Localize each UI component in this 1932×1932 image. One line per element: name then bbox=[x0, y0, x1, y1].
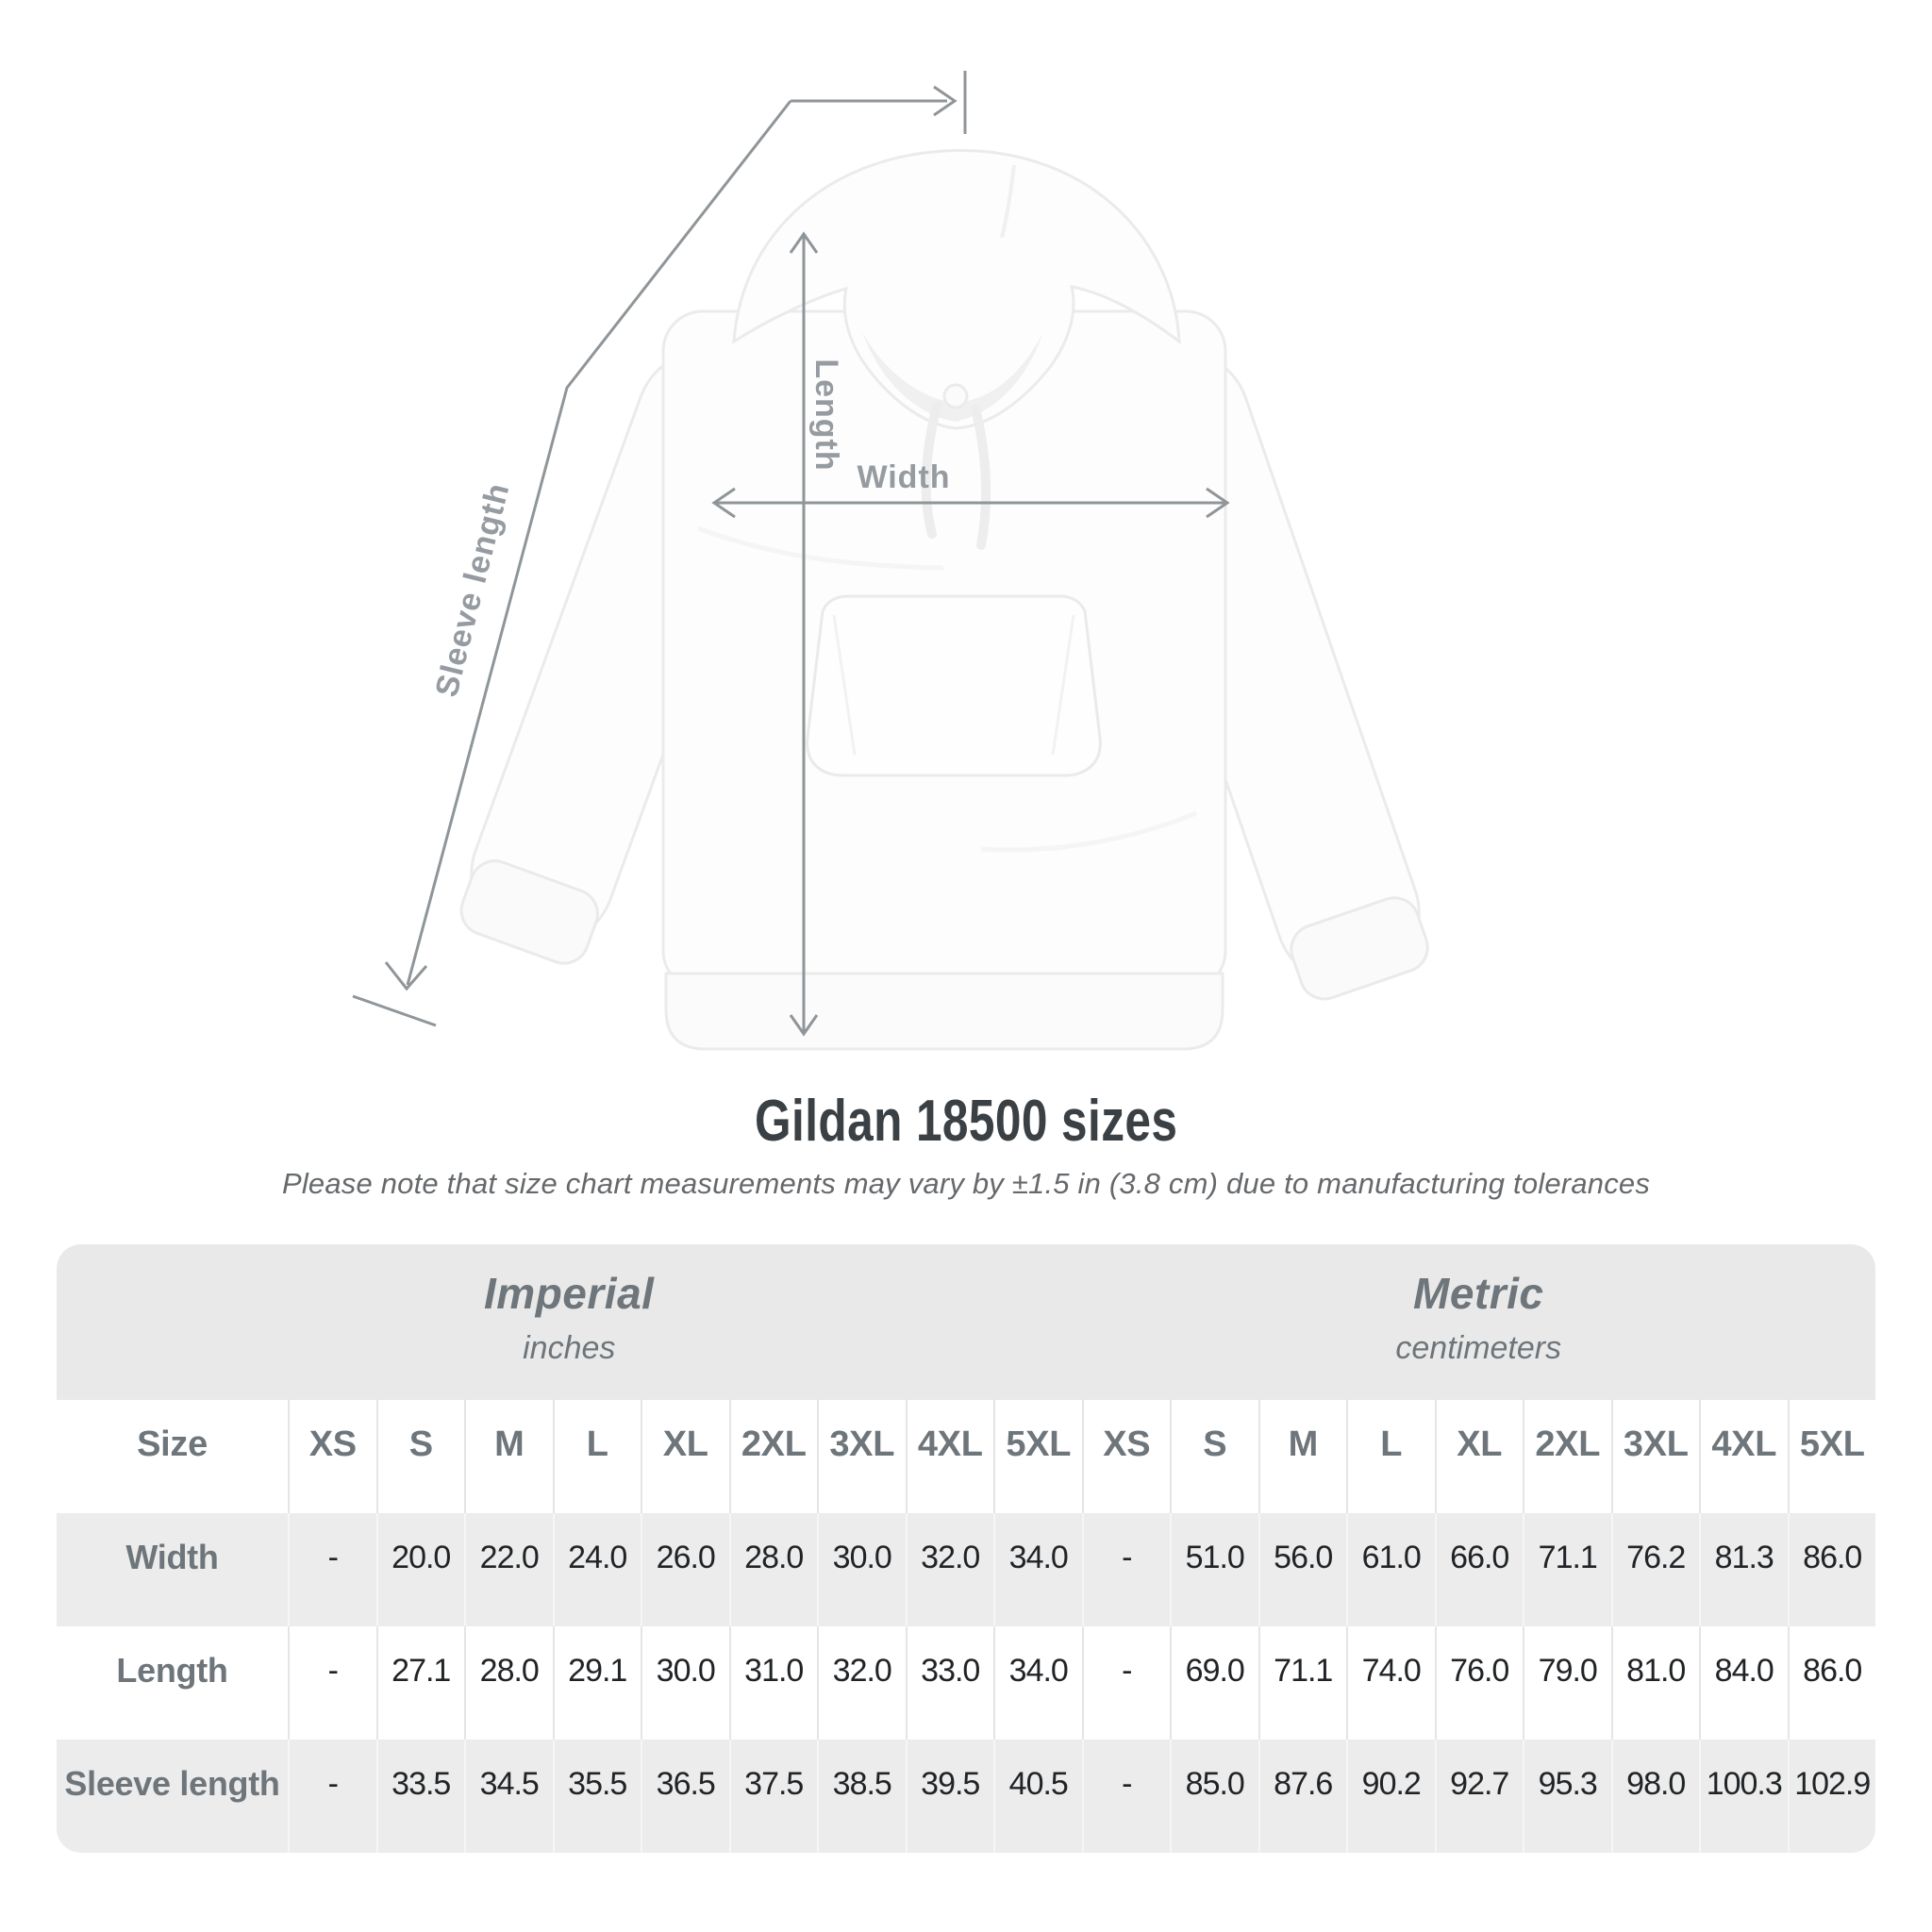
metric-header: Metric centimeters bbox=[1081, 1244, 1875, 1401]
value-cell: - bbox=[288, 1513, 376, 1627]
value-cell: 102.9 bbox=[1787, 1740, 1875, 1854]
size-header-cell: XL bbox=[641, 1400, 729, 1514]
value-cell: 28.0 bbox=[728, 1513, 817, 1627]
sleeve-dimension-line bbox=[352, 71, 967, 1027]
value-cell: 86.0 bbox=[1787, 1513, 1875, 1627]
width-dimension-line bbox=[711, 487, 1230, 519]
size-header-cell: XL bbox=[1434, 1400, 1523, 1514]
row-label-length: Length bbox=[57, 1626, 288, 1740]
value-cell: 100.3 bbox=[1699, 1740, 1788, 1854]
value-cell: 24.0 bbox=[552, 1513, 641, 1627]
value-cell: - bbox=[1081, 1740, 1170, 1854]
size-header-cell: S bbox=[375, 1400, 464, 1514]
imperial-header: Imperial inches bbox=[57, 1244, 1082, 1401]
value-cell: - bbox=[1081, 1626, 1170, 1740]
value-cell: 32.0 bbox=[817, 1626, 906, 1740]
value-cell: 71.1 bbox=[1257, 1626, 1346, 1740]
value-cell: 69.0 bbox=[1170, 1626, 1258, 1740]
length-dimension-label: Length bbox=[808, 358, 844, 471]
row-label-width: Width bbox=[57, 1513, 288, 1627]
size-header-cell: 3XL bbox=[817, 1400, 906, 1514]
size-header-cell: 2XL bbox=[1523, 1400, 1611, 1514]
size-column-header: Size bbox=[57, 1400, 288, 1514]
value-cell: 34.0 bbox=[993, 1513, 1082, 1627]
size-header-cell: S bbox=[1170, 1400, 1258, 1514]
value-cell: 30.0 bbox=[817, 1513, 906, 1627]
row-label-sleeve-length: Sleeve length bbox=[57, 1740, 288, 1854]
size-header-cell: L bbox=[552, 1400, 641, 1514]
size-header-cell: M bbox=[464, 1400, 553, 1514]
value-cell: 30.0 bbox=[641, 1626, 729, 1740]
value-cell: 81.3 bbox=[1699, 1513, 1788, 1627]
value-cell: 40.5 bbox=[993, 1740, 1082, 1854]
size-header-cell: XS bbox=[1081, 1400, 1170, 1514]
size-header-cell: 3XL bbox=[1610, 1400, 1699, 1514]
value-cell: 27.1 bbox=[375, 1626, 464, 1740]
value-cell: 34.5 bbox=[464, 1740, 553, 1854]
value-cell: 90.2 bbox=[1346, 1740, 1435, 1854]
hoodie-illustration bbox=[459, 149, 1429, 1051]
page-title: Gildan 18500 sizes bbox=[754, 1089, 1178, 1154]
value-cell: 85.0 bbox=[1170, 1740, 1258, 1854]
value-cell: - bbox=[288, 1626, 376, 1740]
value-cell: 29.1 bbox=[552, 1626, 641, 1740]
sleeve-dimension-label: Sleeve length bbox=[428, 479, 516, 700]
size-header-cell: 2XL bbox=[728, 1400, 817, 1514]
page-subtitle: Please note that size chart measurements… bbox=[281, 1167, 1651, 1201]
value-cell: 20.0 bbox=[375, 1513, 464, 1627]
value-cell: 51.0 bbox=[1170, 1513, 1258, 1627]
value-cell: 56.0 bbox=[1257, 1513, 1346, 1627]
value-cell: 95.3 bbox=[1523, 1740, 1611, 1854]
value-cell: 92.7 bbox=[1434, 1740, 1523, 1854]
value-cell: 33.5 bbox=[375, 1740, 464, 1854]
size-header-cell: 5XL bbox=[993, 1400, 1082, 1514]
value-cell: 86.0 bbox=[1787, 1626, 1875, 1740]
value-cell: 66.0 bbox=[1434, 1513, 1523, 1627]
value-cell: 61.0 bbox=[1346, 1513, 1435, 1627]
value-cell: 35.5 bbox=[552, 1740, 641, 1854]
value-cell: - bbox=[1081, 1513, 1170, 1627]
value-cell: 98.0 bbox=[1610, 1740, 1699, 1854]
imperial-header-label: Imperial bbox=[484, 1269, 655, 1319]
value-cell: 74.0 bbox=[1346, 1626, 1435, 1740]
value-cell: 81.0 bbox=[1610, 1626, 1699, 1740]
value-cell: 87.6 bbox=[1257, 1740, 1346, 1854]
value-cell: - bbox=[288, 1740, 376, 1854]
size-diagram: Length Width Sleeve length bbox=[352, 71, 1429, 1051]
size-header-cell: L bbox=[1346, 1400, 1435, 1514]
value-cell: 79.0 bbox=[1523, 1626, 1611, 1740]
value-cell: 71.1 bbox=[1523, 1513, 1611, 1627]
size-chart-table: Imperial inches Metric centimeters Size … bbox=[57, 1244, 1875, 1854]
value-cell: 26.0 bbox=[641, 1513, 729, 1627]
size-header-cell: 4XL bbox=[905, 1400, 993, 1514]
size-header-cell: 5XL bbox=[1787, 1400, 1875, 1514]
width-dimension-label: Width bbox=[857, 459, 950, 495]
value-cell: 36.5 bbox=[641, 1740, 729, 1854]
metric-header-label: Metric bbox=[1413, 1269, 1544, 1319]
size-header-cell: XS bbox=[288, 1400, 376, 1514]
value-cell: 38.5 bbox=[817, 1740, 906, 1854]
imperial-header-unit: inches bbox=[523, 1330, 616, 1367]
value-cell: 76.2 bbox=[1610, 1513, 1699, 1627]
value-cell: 31.0 bbox=[728, 1626, 817, 1740]
value-cell: 34.0 bbox=[993, 1626, 1082, 1740]
value-cell: 33.0 bbox=[905, 1626, 993, 1740]
value-cell: 22.0 bbox=[464, 1513, 553, 1627]
length-dimension-line bbox=[789, 231, 819, 1037]
value-cell: 28.0 bbox=[464, 1626, 553, 1740]
value-cell: 76.0 bbox=[1434, 1626, 1523, 1740]
value-cell: 84.0 bbox=[1699, 1626, 1788, 1740]
value-cell: 39.5 bbox=[905, 1740, 993, 1854]
size-header-cell: 4XL bbox=[1699, 1400, 1788, 1514]
size-header-cell: M bbox=[1257, 1400, 1346, 1514]
value-cell: 37.5 bbox=[728, 1740, 817, 1854]
metric-header-unit: centimeters bbox=[1395, 1330, 1562, 1367]
value-cell: 32.0 bbox=[905, 1513, 993, 1627]
